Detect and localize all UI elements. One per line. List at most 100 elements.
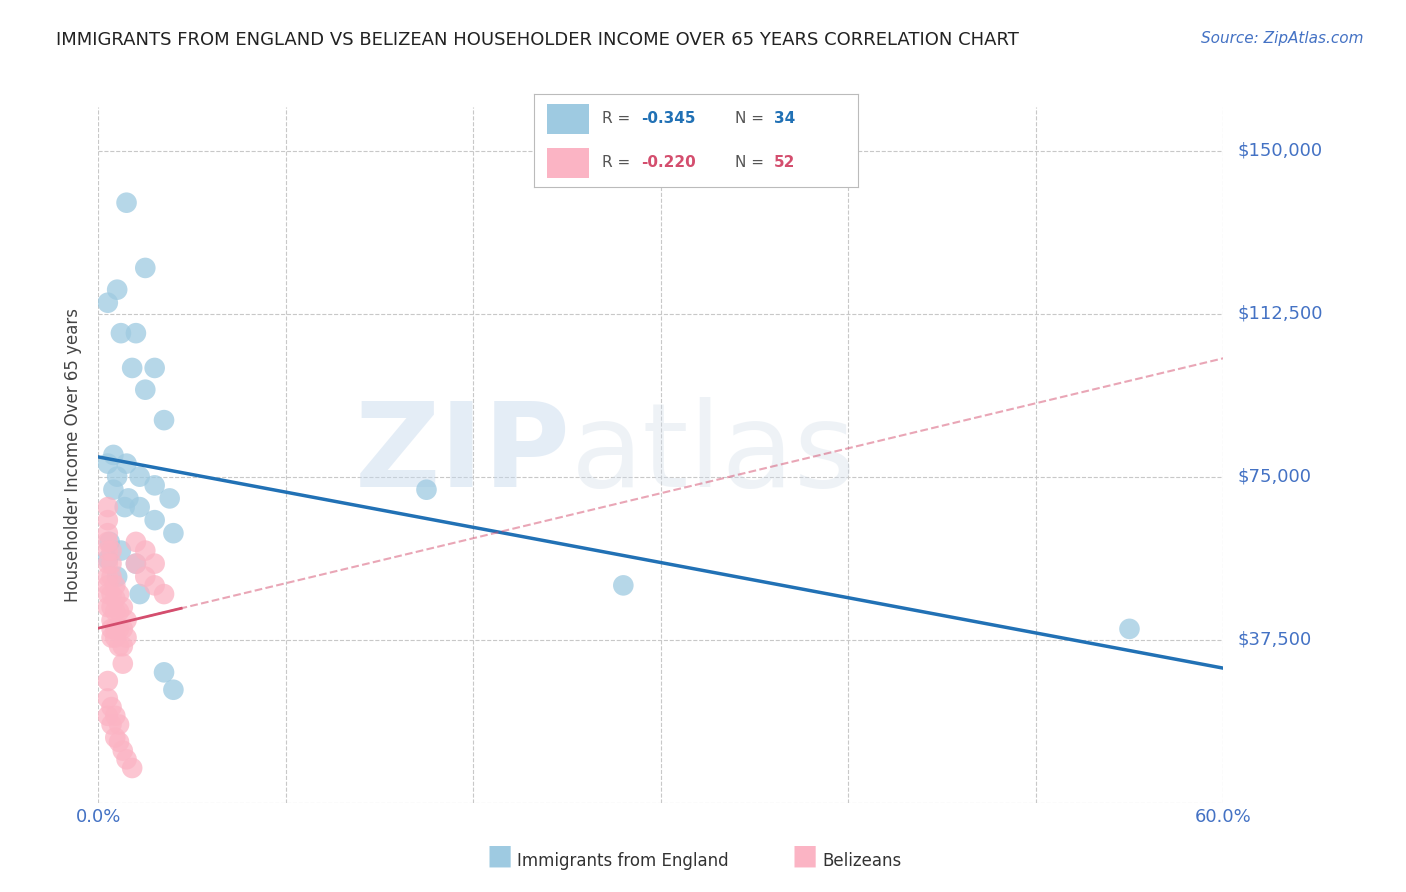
Text: R =: R = (602, 155, 636, 170)
Point (159, 491, 181, 506)
Point (143, 478, 166, 492)
Text: Immigrants from England: Immigrants from England (517, 852, 730, 870)
Point (153, 413, 176, 427)
Point (100, 543, 122, 558)
Text: ■: ■ (792, 842, 817, 870)
Point (153, 665, 176, 680)
Point (100, 631, 122, 645)
Point (97, 500, 120, 514)
Point (105, 283, 128, 297)
Point (121, 761, 143, 775)
Point (100, 587, 122, 601)
Point (143, 361, 166, 376)
Point (612, 578, 634, 592)
Point (115, 457, 138, 471)
Point (111, 600, 134, 615)
Point (162, 682, 184, 697)
Point (162, 526, 184, 541)
Point (108, 605, 131, 619)
Point (108, 735, 131, 749)
Point (134, 543, 156, 558)
Point (104, 631, 127, 645)
Point (100, 600, 122, 615)
Point (97, 691, 120, 706)
Text: $112,500: $112,500 (1237, 304, 1323, 323)
Text: R =: R = (602, 112, 636, 127)
Text: IMMIGRANTS FROM ENGLAND VS BELIZEAN HOUSEHOLDER INCOME OVER 65 YEARS CORRELATION: IMMIGRANTS FROM ENGLAND VS BELIZEAN HOUS… (56, 31, 1019, 49)
Text: Belizeans: Belizeans (823, 852, 901, 870)
Point (105, 570, 128, 584)
Point (125, 326, 148, 341)
Text: ■: ■ (486, 842, 512, 870)
Text: 34: 34 (773, 112, 794, 127)
Text: atlas: atlas (571, 398, 856, 512)
Point (97, 535, 120, 549)
Point (108, 717, 131, 731)
Point (97, 526, 120, 541)
Point (103, 448, 125, 462)
Point (121, 361, 143, 376)
Point (108, 622, 131, 636)
Text: N =: N = (735, 155, 769, 170)
Point (125, 557, 148, 571)
Point (415, 483, 437, 497)
Point (97, 513, 120, 527)
Point (97, 552, 120, 566)
Point (97, 295, 120, 310)
Point (111, 657, 134, 671)
Point (111, 639, 134, 653)
Point (117, 491, 139, 506)
Point (97, 708, 120, 723)
Point (104, 622, 127, 636)
Point (143, 513, 166, 527)
Point (100, 613, 122, 627)
Point (114, 500, 136, 514)
Point (108, 639, 131, 653)
Point (97, 600, 120, 615)
Point (104, 578, 127, 592)
Point (97, 570, 120, 584)
Point (108, 587, 131, 601)
Point (134, 383, 156, 397)
Point (97, 578, 120, 592)
Point (111, 622, 134, 636)
Text: -0.220: -0.220 (641, 155, 696, 170)
Text: N =: N = (735, 112, 769, 127)
Text: $75,000: $75,000 (1237, 467, 1312, 485)
Point (1118, 622, 1140, 636)
Point (110, 326, 132, 341)
Point (104, 605, 127, 619)
Point (104, 731, 127, 745)
Bar (547, 104, 589, 134)
Point (97, 587, 120, 601)
Point (143, 557, 166, 571)
Point (153, 587, 176, 601)
Y-axis label: Householder Income Over 65 years: Householder Income Over 65 years (65, 308, 83, 602)
Point (105, 469, 128, 483)
Point (134, 570, 156, 584)
Bar (547, 148, 589, 178)
Point (128, 469, 150, 483)
Text: 52: 52 (773, 155, 794, 170)
Text: Source: ZipAtlas.com: Source: ZipAtlas.com (1201, 31, 1364, 46)
Point (97, 543, 120, 558)
Point (143, 578, 166, 592)
Point (104, 591, 127, 606)
Point (98, 535, 121, 549)
Text: $37,500: $37,500 (1237, 631, 1312, 648)
Point (125, 557, 148, 571)
Point (115, 195, 138, 210)
Point (103, 483, 125, 497)
Text: $150,000: $150,000 (1237, 142, 1322, 160)
Point (104, 708, 127, 723)
Point (125, 535, 148, 549)
Point (97, 457, 120, 471)
Point (128, 500, 150, 514)
Point (115, 752, 138, 766)
Point (100, 622, 122, 636)
Point (100, 700, 122, 714)
Point (100, 717, 122, 731)
Point (111, 744, 134, 758)
Text: ZIP: ZIP (354, 398, 571, 512)
Point (115, 613, 138, 627)
